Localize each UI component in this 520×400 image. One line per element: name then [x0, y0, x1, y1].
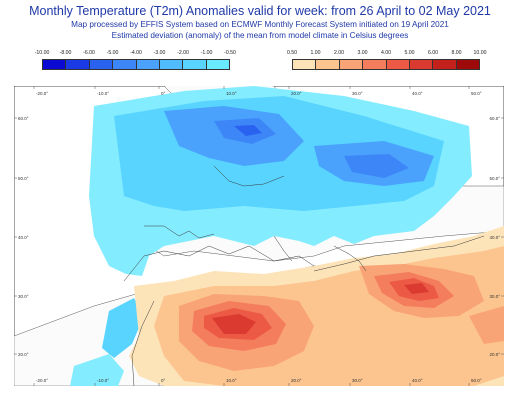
map-subtitle: Map processed by EFFIS System based on E…: [71, 20, 449, 29]
legend-label: 2.00: [333, 50, 345, 56]
lon-label-top: 40.0°: [412, 91, 423, 96]
legend-swatch: [293, 60, 317, 69]
lon-label-top: 50.0°: [471, 91, 482, 96]
legend-swatch: [206, 60, 229, 69]
map-title: Monthly Temperature (T2m) Anomalies vali…: [29, 4, 491, 18]
legend-swatch: [159, 60, 184, 69]
lat-label-right: 30.0°: [489, 294, 500, 299]
legend-swatch: [456, 60, 479, 69]
lon-label-top: 10.0°: [226, 91, 237, 96]
legend-cold-labels: -10.00 -8.00 -6.00 -5.00 -4.00 -3.00 -2.00 -1.0…: [35, 50, 236, 59]
lon-label-top: 20.0°: [291, 91, 302, 96]
legend-label: -4.00: [130, 50, 142, 56]
cold-anomalies: [70, 86, 472, 386]
legend-swatch: [363, 60, 387, 69]
lat-label-right: 20.0°: [489, 352, 500, 357]
legend-label: 10.00: [473, 50, 487, 56]
legend-label: 4.00: [380, 50, 392, 56]
anomaly-map: -20.0° -10.0° 0° 10.0° 20.0° 30.0° 40.0°…: [14, 86, 504, 386]
legend-label: -5.00: [106, 50, 119, 56]
legend-label: -8.00: [59, 50, 72, 56]
lon-label-top: -20.0°: [36, 91, 48, 96]
lat-label-left: 50.0°: [18, 176, 29, 181]
legend-swatch: [433, 60, 457, 69]
legend-swatch: [66, 60, 90, 69]
legend-warm-labels: 0.50 1.00 2.00 3.00 4.00 5.00 6.00 8.00 10.00: [287, 50, 487, 59]
legend-label: 6.00: [427, 50, 439, 56]
lon-label-bottom: 30.0°: [352, 378, 363, 383]
legend-label: 0.50: [286, 50, 298, 56]
lat-label-right: 60.0°: [489, 116, 500, 121]
legend-label: -3.00: [153, 50, 166, 56]
lat-label-right: 50.0°: [489, 176, 500, 181]
legend-warm-bar: [292, 59, 480, 70]
lat-label-left: 30.0°: [18, 294, 29, 299]
legend-swatch: [409, 60, 434, 69]
lon-label-bottom: 40.0°: [412, 378, 423, 383]
legend-label: -6.00: [83, 50, 95, 56]
legend-cold-bar: [42, 59, 230, 70]
legend-cold: -10.00 -8.00 -6.00 -5.00 -4.00 -3.00 -2.00 -1.0…: [35, 50, 236, 72]
legend-label: 1.00: [310, 50, 321, 56]
lat-label-left: 60.0°: [18, 116, 29, 121]
legend-label: 3.00: [357, 50, 368, 56]
lon-label-bottom: 50.0°: [471, 378, 482, 383]
lon-label-bottom: -10.0°: [97, 378, 109, 383]
legend-swatch: [386, 60, 410, 69]
lat-label-left: 40.0°: [18, 235, 29, 240]
lat-label-right: 40.0°: [489, 235, 500, 240]
legend-swatch: [113, 60, 137, 69]
legend-swatch: [43, 60, 67, 69]
lon-label-bottom: 10.0°: [226, 378, 237, 383]
lat-label-left: 20.0°: [18, 352, 29, 357]
lon-label-bottom: -20.0°: [36, 378, 48, 383]
legend-swatch: [89, 60, 114, 69]
lon-label-top: -10.0°: [97, 91, 109, 96]
lon-label-top: 0°: [161, 91, 166, 96]
warm-anomalies: [129, 226, 504, 386]
legend-swatch: [136, 60, 160, 69]
legend-label: 8.00: [451, 50, 462, 56]
legend-label: -10.00: [34, 50, 50, 56]
legend-swatch: [183, 60, 207, 69]
lon-label-bottom: 20.0°: [291, 378, 302, 383]
legend-swatch: [339, 60, 364, 69]
legend-label: -0.50: [224, 50, 236, 56]
legend-swatch: [316, 60, 340, 69]
legend-label: 5.00: [404, 50, 415, 56]
lon-label-top: 30.0°: [352, 91, 363, 96]
legend-label: -1.00: [200, 50, 213, 56]
legend-label: -2.00: [177, 50, 189, 56]
map-description: Estimated deviation (anomaly) of the mea…: [111, 31, 409, 40]
lon-label-bottom: 0°: [161, 378, 166, 383]
legend-warm: 0.50 1.00 2.00 3.00 4.00 5.00 6.00 8.00 10.00: [287, 50, 487, 72]
graticule: [14, 86, 504, 386]
coastlines: [123, 165, 485, 386]
